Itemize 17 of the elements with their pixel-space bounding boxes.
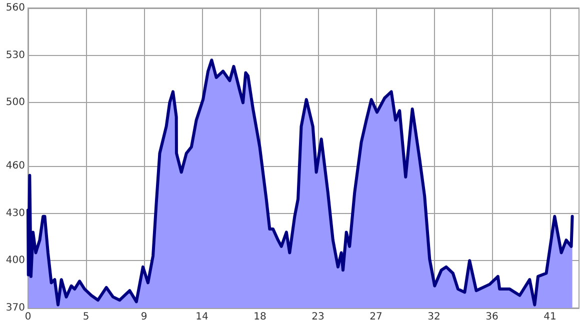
x-tick-label: 9	[140, 312, 148, 322]
x-tick-label: 27	[370, 312, 382, 322]
y-tick-label: 500	[6, 97, 25, 108]
x-tick-label: 23	[312, 312, 324, 322]
y-tick-label: 370	[6, 302, 25, 314]
x-tick-label: 41	[544, 312, 556, 322]
y-tick-label: 430	[6, 208, 25, 219]
x-tick-label: 32	[428, 312, 440, 322]
y-tick-label: 560	[6, 2, 25, 14]
y-tick-label: 530	[6, 50, 25, 61]
x-tick-label: 5	[82, 312, 90, 322]
x-tick-label: 36	[486, 312, 498, 322]
y-tick-label: 400	[6, 255, 25, 266]
x-tick-label: 14	[196, 312, 208, 322]
y-tick-label: 460	[6, 160, 25, 172]
x-tick-label: 18	[254, 312, 266, 322]
x-tick-label: 0	[24, 312, 32, 322]
